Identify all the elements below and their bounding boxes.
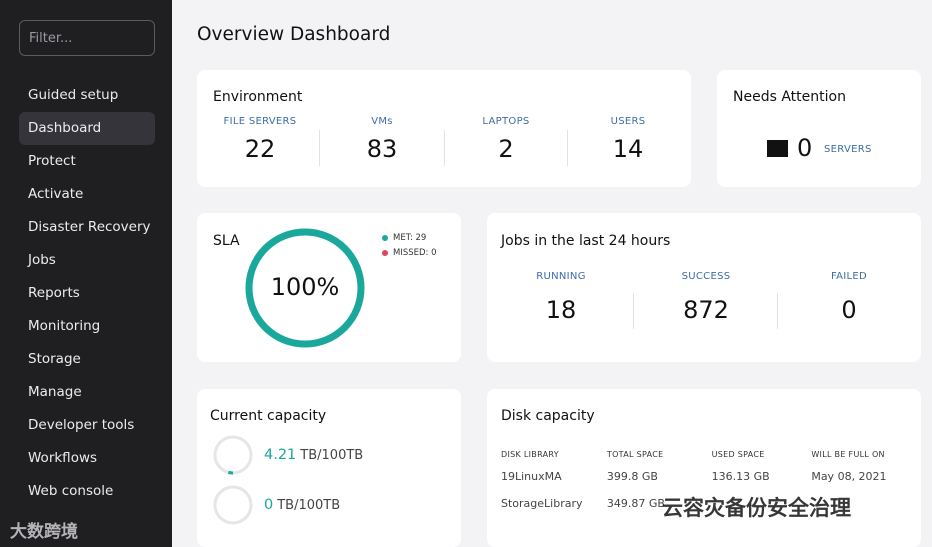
sidebar: Guided setup Dashboard Protect Activate … [0,0,172,547]
current-capacity-card: Current capacity 4.21 TB/100TB 0 TB/100T… [197,389,461,547]
needs-attention-card: Needs Attention 0 SERVERS [717,70,921,187]
filter-input[interactable] [19,20,155,56]
capacity-unit: TB/100TB [277,497,341,513]
sidebar-item-reports[interactable]: Reports [28,285,80,301]
sla-legend-met: MET: 29 [382,233,426,243]
job-value-success: 872 [683,296,729,324]
capacity-row: 0 TB/100TB [213,485,340,525]
sla-donut [245,228,365,348]
sidebar-nav: Guided setup Dashboard Protect Activate … [19,79,155,508]
divider [777,293,778,329]
capacity-ring [213,485,253,525]
sla-card: SLA 100% MET: 29 MISSED: 0 [197,213,461,362]
sidebar-item-developer-tools[interactable]: Developer tools [28,417,135,433]
page-title: Overview Dashboard [197,24,391,45]
needs-attention-title: Needs Attention [733,89,846,105]
stat-value-laptops: 2 [498,135,514,163]
capacity-used: 4.21 [264,447,297,463]
stat-label-laptops: LAPTOPS [482,116,530,127]
col-full-on: WILL BE FULL ON [811,449,885,459]
sidebar-item-dashboard[interactable]: Dashboard [19,112,155,145]
jobs-title: Jobs in the last 24 hours [501,233,671,249]
sidebar-item-manage[interactable]: Manage [28,384,82,400]
stat-value-file-servers: 22 [244,135,276,163]
watermark-right: 云容灾备份安全治理 [662,496,851,520]
sla-missed-text: MISSED: 0 [393,248,437,258]
sidebar-item-guided-setup[interactable]: Guided setup [28,87,119,103]
divider [567,130,568,166]
sla-legend-missed: MISSED: 0 [382,248,437,258]
sidebar-item-workflows[interactable]: Workflows [28,450,98,466]
sla-title: SLA [213,233,240,249]
capacity-ring [213,435,253,475]
cell-library: 19LinuxMA [501,470,562,483]
sidebar-item-monitoring[interactable]: Monitoring [28,318,101,334]
table-row[interactable]: StorageLibrary 349.87 GB [501,490,921,517]
sidebar-item-storage[interactable]: Storage [28,351,81,367]
attention-label[interactable]: SERVERS [824,144,872,155]
table-header-row: DISK LIBRARY TOTAL SPACE USED SPACE WILL… [501,445,921,463]
watermark-left: 大数跨境 [10,522,78,542]
col-used-space: USED SPACE [711,449,765,459]
divider [319,130,320,166]
capacity-used: 0 [264,497,274,513]
stat-label-file-servers: FILE SERVERS [223,116,297,127]
sla-percent: 100% [270,273,340,301]
disk-table: DISK LIBRARY TOTAL SPACE USED SPACE WILL… [501,445,921,517]
disk-title: Disk capacity [501,408,595,424]
stat-label-users: USERS [610,116,646,127]
job-value-running: 18 [545,296,577,324]
col-disk-library: DISK LIBRARY [501,449,559,459]
sidebar-item-protect[interactable]: Protect [28,153,76,169]
table-row[interactable]: 19LinuxMA 399.8 GB 136.13 GB May 08, 202… [501,463,921,490]
environment-card: Environment FILE SERVERS 22 VMs 83 LAPTO… [197,70,691,187]
met-dot [382,234,388,241]
cell-full-on: May 08, 2021 [811,470,887,483]
divider [633,293,634,329]
attention-count: 0 [797,134,813,162]
capacity-unit: TB/100TB [300,447,364,463]
sidebar-item-jobs[interactable]: Jobs [28,252,56,268]
missed-dot [382,249,388,256]
cell-total: 399.8 GB [606,470,658,483]
stat-label-vms: VMs [371,116,393,127]
cell-used: 136.13 GB [711,470,770,483]
sidebar-item-activate[interactable]: Activate [28,186,84,202]
divider [444,130,445,166]
disk-capacity-card: Disk capacity DISK LIBRARY TOTAL SPACE U… [487,389,921,547]
capacity-title: Current capacity [210,408,327,424]
environment-title: Environment [213,89,303,105]
jobs-card: Jobs in the last 24 hours RUNNING 18 SUC… [487,213,921,362]
cell-total: 349.87 GB [606,497,665,510]
col-total-space: TOTAL SPACE [606,449,664,459]
capacity-row: 4.21 TB/100TB [213,435,363,475]
stat-value-vms: 83 [366,135,398,163]
job-label-success: SUCCESS [681,271,731,282]
stat-value-users: 14 [612,135,644,163]
sidebar-item-web-console[interactable]: Web console [28,483,114,499]
cell-library: StorageLibrary [501,497,583,510]
job-value-failed: 0 [841,296,857,324]
sidebar-item-disaster-recovery[interactable]: Disaster Recovery [28,219,151,235]
job-label-failed: FAILED [830,271,867,282]
job-label-running: RUNNING [536,271,586,282]
server-icon [767,140,788,157]
sla-met-text: MET: 29 [393,233,427,243]
